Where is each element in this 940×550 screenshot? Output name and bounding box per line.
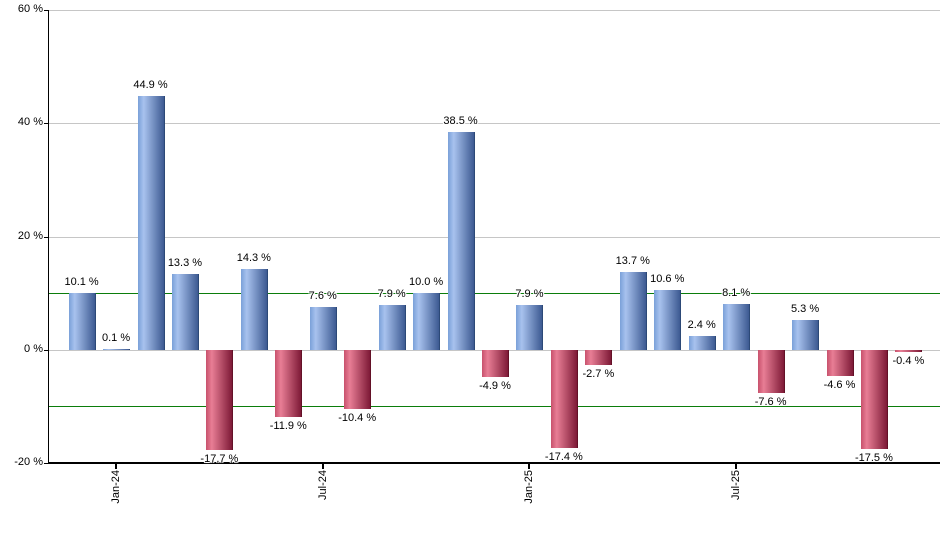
negative-bar [895, 349, 923, 352]
bar-value-label: -0.4 % [892, 355, 925, 367]
x-axis-tick-label: Jul-24 [316, 470, 329, 500]
x-axis-tick-mark [528, 464, 531, 469]
negative-bar [585, 349, 613, 366]
y-axis-tick-mark [44, 350, 48, 351]
positive-bar [654, 289, 682, 350]
positive-bar [723, 303, 751, 350]
bar-value-label: 10.0 % [408, 276, 444, 289]
bar-value-label: 10.1 % [64, 275, 99, 288]
y-axis-tick-label: -20 % [14, 456, 43, 468]
positive-bar [240, 268, 268, 350]
x-axis-line [48, 462, 940, 464]
bar-value-label: -17.4 % [544, 451, 583, 464]
positive-bar [619, 272, 647, 350]
x-axis-tick-label: Jul-25 [730, 470, 743, 500]
y-axis-tick-label: 60 % [17, 3, 43, 15]
y-gridline [48, 10, 940, 11]
y-axis-tick-label: 0 % [24, 343, 43, 355]
bar-value-label: -17.5 % [854, 451, 893, 464]
x-axis-tick-mark [115, 464, 118, 469]
bar-value-label: -10.4 % [338, 411, 377, 424]
bar-value-label: 14.3 % [236, 251, 271, 264]
y-gridline [48, 237, 940, 238]
positive-bar [516, 305, 544, 350]
positive-bar [137, 95, 165, 350]
bar-value-label: 7.9 % [377, 288, 406, 301]
bar-value-label: 8.1 % [722, 286, 751, 299]
y-axis-tick-mark [44, 463, 48, 464]
bar-value-label: 7.9 % [515, 288, 544, 301]
y-axis-tick-mark [44, 123, 48, 124]
y-axis-line [48, 10, 49, 463]
positive-bar [688, 336, 716, 350]
bar-value-label: -17.7 % [200, 452, 239, 465]
negative-bar [860, 349, 888, 449]
positive-bar [413, 293, 441, 350]
bar-value-label: -2.7 % [582, 368, 615, 381]
positive-bar [171, 274, 199, 350]
bar-value-label: 13.3 % [167, 257, 203, 270]
reference-line [48, 293, 940, 294]
bar-value-label: 44.9 % [133, 78, 168, 91]
x-axis-tick-label: Jan-24 [110, 470, 123, 504]
y-axis-tick-label: 20 % [17, 230, 43, 242]
bar-value-label: -11.9 % [269, 420, 307, 433]
bar-value-label: -4.6 % [823, 378, 856, 391]
positive-bar [103, 348, 131, 350]
y-axis-tick-label: 40 % [17, 116, 43, 128]
bar-value-label: -4.9 % [479, 380, 511, 393]
x-axis-tick-label: Jan-25 [523, 470, 536, 504]
bar-value-label: 10.6 % [650, 272, 685, 285]
bar-value-label: -7.6 % [754, 395, 787, 408]
bar-value-label: 2.4 % [687, 319, 716, 332]
negative-bar [275, 349, 303, 418]
bar-value-label: 5.3 % [790, 302, 820, 315]
negative-bar [757, 349, 785, 393]
negative-bar [550, 349, 578, 449]
positive-bar [309, 306, 337, 350]
reference-line [48, 406, 940, 407]
negative-bar [206, 349, 234, 450]
negative-bar [482, 349, 509, 378]
bar-value-label: 7.6 % [308, 289, 337, 302]
negative-bar [826, 349, 854, 376]
x-axis-tick-mark [321, 464, 324, 469]
negative-bar [344, 349, 372, 409]
y-gridline [48, 123, 940, 124]
positive-bar [68, 292, 96, 350]
bar-value-label: 38.5 % [443, 114, 478, 127]
positive-bar [447, 131, 475, 350]
x-axis-tick-mark [735, 464, 738, 469]
positive-bar [792, 319, 820, 350]
bar-value-label: 13.7 % [615, 255, 650, 268]
y-axis-tick-mark [44, 10, 48, 11]
y-axis-tick-mark [44, 237, 48, 238]
positive-bar [378, 305, 406, 350]
bar-value-label: 0.1 % [101, 331, 131, 344]
